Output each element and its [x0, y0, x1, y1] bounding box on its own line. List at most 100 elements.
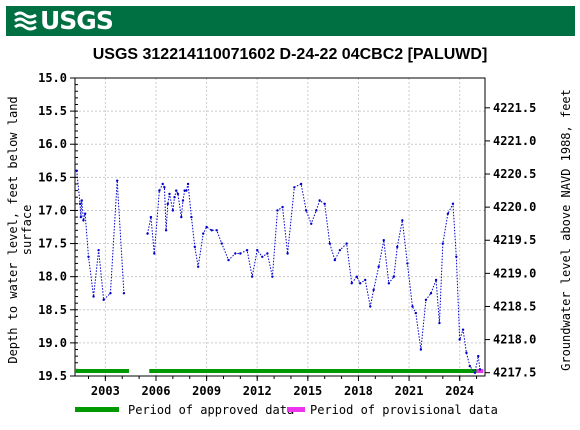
- data-point: [406, 262, 409, 265]
- data-point: [181, 199, 185, 202]
- data-point: [173, 196, 176, 199]
- y-right-tick-label: 4218.0: [493, 333, 536, 347]
- data-point: [419, 348, 423, 351]
- data-point: [382, 239, 385, 242]
- data-point: [180, 215, 183, 219]
- data-point: [234, 252, 237, 255]
- data-point: [461, 328, 465, 331]
- usgs-logo[interactable]: USGS: [14, 6, 114, 35]
- data-point: [478, 368, 482, 371]
- data-point: [202, 232, 205, 235]
- data-point: [161, 182, 164, 186]
- data-point: [310, 222, 313, 225]
- y-right-tick-label: 4221.0: [493, 134, 536, 148]
- data-point: [163, 186, 166, 189]
- x-tick-label: 2015: [293, 384, 322, 398]
- data-point: [196, 265, 200, 268]
- y-right-tick-label: 4220.0: [493, 200, 536, 214]
- x-tick-label: 2003: [91, 384, 120, 398]
- y-right-tick-label: 4221.5: [493, 101, 536, 115]
- data-point: [387, 282, 391, 285]
- data-point: [186, 182, 190, 186]
- y-left-tick-label: 17.5: [38, 237, 67, 251]
- data-point: [396, 245, 399, 249]
- legend-provisional-label: Period of provisional data: [310, 403, 498, 417]
- data-point: [239, 252, 242, 255]
- x-tick-label: 2021: [395, 384, 424, 398]
- legend-approved-label: Period of approved data: [128, 403, 294, 417]
- data-point: [171, 209, 175, 212]
- data-point: [176, 192, 180, 196]
- usgs-logo-text: USGS: [40, 6, 114, 35]
- data-point: [372, 288, 375, 292]
- data-point: [122, 292, 126, 295]
- data-point: [149, 215, 153, 219]
- data-point: [458, 338, 461, 341]
- approved-period-bar: [149, 369, 477, 373]
- x-tick-label: 2009: [192, 384, 221, 398]
- data-point: [266, 252, 269, 255]
- data-point: [79, 215, 83, 219]
- data-point: [75, 169, 78, 172]
- data-point: [318, 199, 321, 202]
- plot-frame: [74, 77, 486, 377]
- data-point: [227, 258, 230, 262]
- data-point: [82, 219, 85, 222]
- data-point: [185, 189, 188, 192]
- x-tick-label: 2012: [243, 384, 272, 398]
- grid: [75, 77, 485, 377]
- data-point: [97, 248, 100, 252]
- data-point: [109, 292, 112, 295]
- data-point: [338, 248, 342, 252]
- y-left-tick-label: 15.5: [38, 104, 67, 118]
- data-series: [75, 169, 482, 374]
- data-point: [80, 199, 83, 202]
- y-right-tick-label: 4219.5: [493, 233, 536, 247]
- data-period-bars: [75, 369, 484, 373]
- data-point: [438, 321, 441, 325]
- x-tick-label: 2018: [344, 384, 373, 398]
- data-point: [333, 258, 337, 262]
- data-point: [328, 242, 331, 245]
- y-left-tick-label: 16.0: [38, 137, 67, 151]
- data-point: [350, 282, 353, 285]
- data-point: [315, 209, 318, 212]
- data-point: [465, 351, 468, 355]
- data-point: [245, 248, 249, 252]
- data-point: [377, 265, 380, 268]
- x-tick-label: 2006: [142, 384, 171, 398]
- data-point: [78, 202, 82, 206]
- data-point: [87, 255, 90, 258]
- data-point: [477, 354, 480, 358]
- y-left-tick-label: 17.0: [38, 203, 67, 217]
- legend-approved-swatch: [75, 407, 119, 412]
- data-point: [401, 219, 404, 222]
- data-point: [358, 282, 362, 285]
- provisional-period-bar: [476, 369, 484, 373]
- data-point: [210, 229, 213, 232]
- data-point: [220, 242, 223, 245]
- data-point: [369, 305, 372, 308]
- y-left-tick-label: 18.0: [38, 270, 67, 284]
- y-left-tick-label: 18.5: [38, 303, 67, 317]
- data-point: [414, 311, 418, 315]
- data-point: [276, 209, 279, 212]
- y-right-tick-label: 4217.5: [493, 366, 536, 380]
- y-left-tick-label: 19.0: [38, 336, 67, 350]
- data-point: [190, 215, 193, 219]
- data-point: [411, 305, 414, 308]
- data-point: [293, 186, 296, 189]
- legend-provisional-swatch: [287, 407, 305, 412]
- data-point: [441, 242, 445, 245]
- data-point: [153, 252, 156, 255]
- y-axis-left-label-line1: Depth to water level, feet below land: [6, 96, 20, 363]
- data-point: [455, 255, 458, 258]
- data-point: [473, 371, 477, 374]
- x-tick-label: 2024: [445, 384, 474, 398]
- data-point: [164, 229, 168, 232]
- data-point: [168, 192, 171, 196]
- y-left-tick-label: 19.5: [38, 369, 67, 383]
- data-point: [345, 242, 348, 245]
- data-point: [158, 189, 161, 192]
- data-point: [205, 225, 208, 229]
